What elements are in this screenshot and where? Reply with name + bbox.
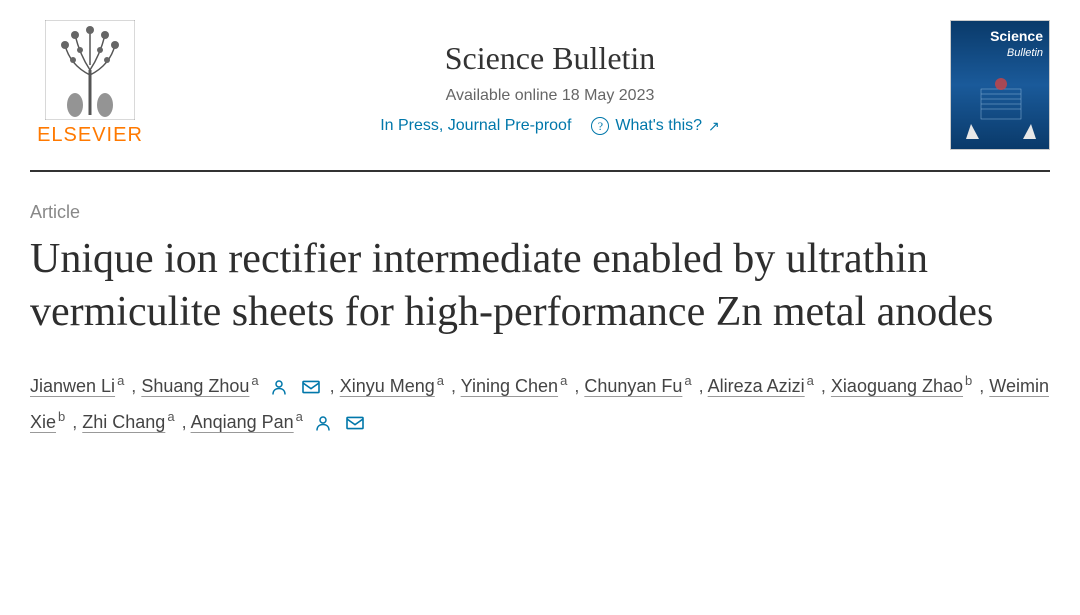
author-link[interactable]: Xinyu Meng	[340, 376, 435, 396]
journal-cover-thumbnail[interactable]: Science Bulletin	[950, 20, 1050, 150]
mail-icon[interactable]	[301, 379, 321, 395]
online-date: Available online 18 May 2023	[150, 87, 950, 105]
author-link[interactable]: Jianwen Li	[30, 376, 115, 396]
affiliation-marker: a	[437, 373, 444, 388]
article-header: ELSEVIER Science Bulletin Available onli…	[30, 20, 1050, 172]
article-title: Unique ion rectifier intermediate enable…	[30, 233, 1050, 338]
article-type: Article	[30, 202, 1050, 223]
cover-art	[961, 69, 1039, 139]
external-link-icon: ↗	[708, 118, 720, 135]
author-link[interactable]: Xiaoguang Zhao	[831, 376, 963, 396]
author-list: Jianwen Lia , Shuang Zhoua , Xinyu Menga…	[30, 368, 1050, 440]
publisher-name: ELSEVIER	[37, 124, 143, 147]
author-link[interactable]: Zhi Chang	[82, 412, 165, 432]
info-icon: ?	[591, 117, 609, 135]
affiliation-marker: a	[807, 373, 814, 388]
affiliation-marker: b	[965, 373, 972, 388]
journal-info: Science Bulletin Available online 18 May…	[150, 20, 950, 135]
affiliation-marker: a	[684, 373, 691, 388]
author-link[interactable]: Chunyan Fu	[584, 376, 682, 396]
author-link[interactable]: Alireza Azizi	[708, 376, 805, 396]
whats-this-link[interactable]: ? What's this? ↗	[591, 117, 719, 135]
person-icon[interactable]	[314, 414, 332, 432]
author-link[interactable]: Yining Chen	[461, 376, 558, 396]
whats-this-label: What's this?	[615, 117, 702, 135]
journal-name[interactable]: Science Bulletin	[150, 40, 950, 77]
mail-icon[interactable]	[345, 415, 365, 431]
publisher-logo[interactable]: ELSEVIER	[30, 20, 150, 147]
author-link[interactable]: Anqiang Pan	[191, 412, 294, 432]
author-link[interactable]: Shuang Zhou	[141, 376, 249, 396]
status-row: In Press, Journal Pre-proof ? What's thi…	[150, 117, 950, 135]
press-status-link[interactable]: In Press, Journal Pre-proof	[380, 117, 571, 135]
affiliation-marker: a	[167, 409, 174, 424]
affiliation-marker: a	[296, 409, 303, 424]
affiliation-marker: a	[560, 373, 567, 388]
affiliation-marker: a	[251, 373, 258, 388]
elsevier-tree-icon	[45, 20, 135, 120]
affiliation-marker: a	[117, 373, 124, 388]
affiliation-marker: b	[58, 409, 65, 424]
person-icon[interactable]	[270, 378, 288, 396]
cover-title: Science Bulletin	[990, 29, 1043, 60]
